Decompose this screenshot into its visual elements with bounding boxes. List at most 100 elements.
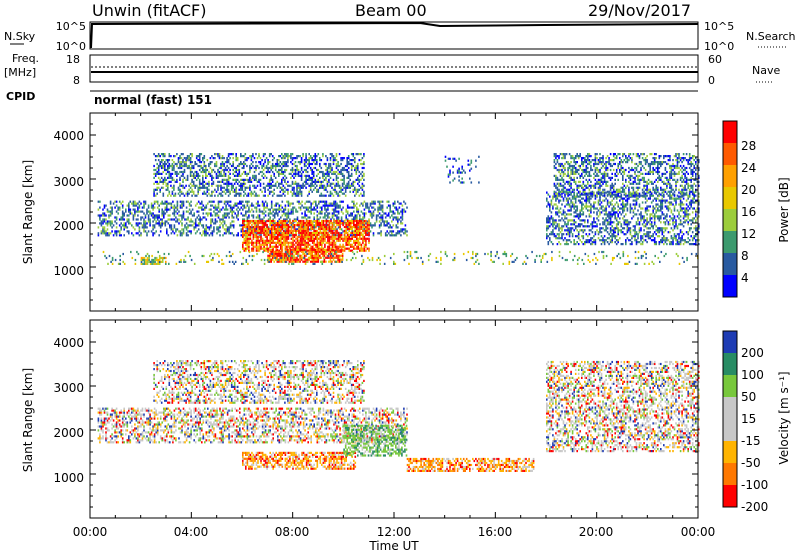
heatmap-cell	[338, 246, 340, 248]
heatmap-cell	[307, 238, 309, 240]
station-title: Unwin (fitACF)	[92, 1, 206, 20]
heatmap-cell	[396, 234, 398, 236]
heatmap-cell	[268, 234, 270, 236]
heatmap-cell	[388, 222, 390, 224]
heatmap-cell	[206, 207, 208, 209]
heatmap-cell	[273, 253, 275, 255]
heatmap-cell	[263, 187, 265, 189]
heatmap-cell	[345, 244, 347, 246]
heatmap-cell	[278, 173, 280, 175]
heatmap-cell	[356, 246, 358, 248]
heatmap-cell	[248, 179, 250, 181]
heatmap-cell	[299, 255, 301, 257]
heatmap-cell	[130, 222, 132, 224]
heatmap-cell	[230, 224, 232, 226]
heatmap-cell	[350, 228, 352, 230]
heatmap-cell	[187, 226, 189, 228]
heatmap-cell	[355, 220, 357, 222]
heatmap-cell	[285, 242, 287, 244]
heatmap-cell	[386, 234, 388, 236]
heatmap-cell	[245, 157, 247, 159]
heatmap-cell	[581, 203, 583, 205]
heatmap-cell	[291, 242, 293, 244]
heatmap-cell	[242, 236, 244, 238]
heatmap-cell	[301, 177, 303, 179]
heatmap-cell	[250, 226, 252, 228]
heatmap-cell	[146, 212, 148, 214]
heatmap-cell	[281, 249, 283, 251]
heatmap-cell	[216, 228, 218, 230]
heatmap-cell	[236, 234, 238, 236]
heatmap-cell	[573, 221, 575, 223]
heatmap-cell	[262, 244, 264, 246]
heatmap-cell	[153, 259, 155, 261]
heatmap-cell	[140, 216, 142, 218]
heatmap-cell	[273, 261, 275, 263]
heatmap-cell	[321, 212, 323, 214]
heatmap-cell	[265, 201, 267, 203]
heatmap-cell	[183, 216, 185, 218]
heatmap-cell	[180, 259, 182, 261]
heatmap-cell	[578, 213, 580, 215]
heatmap-cell	[159, 165, 161, 167]
heatmap-cell	[321, 220, 323, 222]
heatmap-cell	[561, 233, 563, 235]
heatmap-cell	[502, 253, 504, 255]
heatmap-cell	[283, 191, 285, 193]
heatmap-cell	[185, 179, 187, 181]
heatmap-cell	[254, 222, 256, 224]
heatmap-cell	[157, 203, 159, 205]
heatmap-cell	[259, 242, 261, 244]
heatmap-cell	[330, 226, 332, 228]
heatmap-cell	[166, 189, 168, 191]
heatmap-cell	[122, 214, 124, 216]
heatmap-cell	[319, 181, 321, 183]
heatmap-cell	[196, 175, 198, 177]
heatmap-cell	[509, 263, 511, 265]
heatmap-cell	[178, 222, 180, 224]
heatmap-cell	[216, 212, 218, 214]
heatmap-cell	[242, 183, 244, 185]
heatmap-cell	[147, 261, 149, 263]
heatmap-cell	[353, 246, 355, 248]
heatmap-cell	[374, 201, 376, 203]
heatmap-cell	[245, 238, 247, 240]
heatmap-cell	[264, 159, 266, 161]
heatmap-cell	[548, 227, 550, 229]
heatmap-cell	[288, 226, 290, 228]
heatmap-cell	[400, 203, 402, 205]
heatmap-cell	[567, 223, 569, 225]
heatmap-cell	[296, 251, 298, 253]
heatmap-cell	[242, 228, 244, 230]
heatmap-cell	[197, 159, 199, 161]
heatmap-cell	[335, 234, 337, 236]
heatmap-cell	[204, 193, 206, 195]
heatmap-cell	[333, 155, 335, 157]
heatmap-cell	[199, 207, 201, 209]
heatmap-cell	[168, 203, 170, 205]
heatmap-cell	[351, 153, 353, 155]
heatmap-cell	[247, 224, 249, 226]
heatmap-cell	[578, 215, 580, 217]
heatmap-cell	[136, 251, 138, 253]
heatmap-cell	[337, 261, 339, 263]
heatmap-cell	[333, 209, 335, 211]
heatmap-cell	[283, 230, 285, 232]
heatmap-cell	[317, 207, 319, 209]
heatmap-cell	[321, 228, 323, 230]
heatmap-cell	[227, 226, 229, 228]
heatmap-cell	[275, 211, 277, 213]
heatmap-cell	[344, 226, 346, 228]
heatmap-cell	[267, 185, 269, 187]
heatmap-cell	[333, 222, 335, 224]
heatmap-cell	[335, 207, 337, 209]
heatmap-cell	[189, 212, 191, 214]
heatmap-cell	[342, 224, 344, 226]
heatmap-cell	[574, 255, 576, 257]
heatmap-cell	[661, 251, 663, 253]
heatmap-cell	[255, 153, 257, 155]
heatmap-cell	[286, 236, 288, 238]
heatmap-cell	[300, 236, 302, 238]
heatmap-cell	[342, 246, 344, 248]
heatmap-cell	[225, 230, 227, 232]
